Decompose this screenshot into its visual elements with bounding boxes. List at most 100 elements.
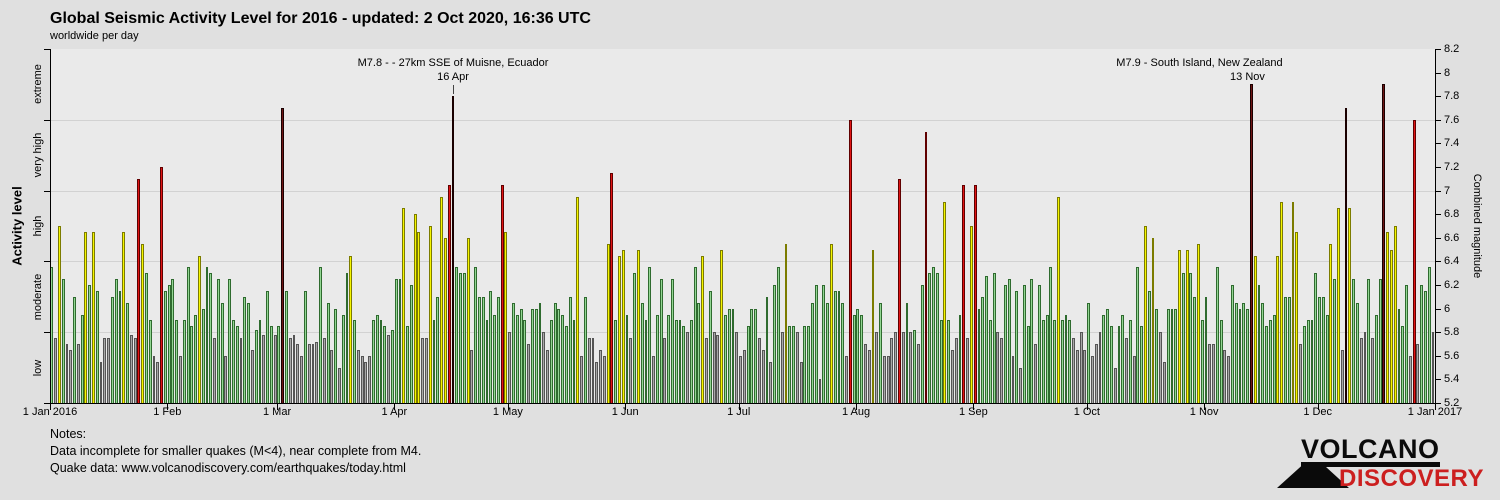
bar-day-181 <box>731 308 735 403</box>
bar-day-77 <box>337 367 341 403</box>
bar-day-310 <box>1219 320 1223 403</box>
bar-day-209 <box>837 290 841 403</box>
bar-day-214 <box>856 308 860 403</box>
bar-day-27 <box>148 320 152 403</box>
axis-tick <box>1435 190 1441 192</box>
bar-day-86 <box>372 320 375 403</box>
bar-day-161 <box>655 314 659 403</box>
bar-day-331 <box>1299 344 1303 403</box>
bar-day-30 <box>160 167 163 403</box>
bar-day-321 <box>1261 302 1265 403</box>
right-tick-label: 5.8 <box>1444 326 1460 339</box>
axis-tick <box>1435 237 1441 239</box>
bar-day-347 <box>1359 338 1363 403</box>
chart-title: Global Seismic Activity Level for 2016 -… <box>50 10 591 27</box>
bar-day-221 <box>882 355 886 403</box>
bar-day-127 <box>527 344 531 403</box>
bar-day-302 <box>1189 273 1193 403</box>
bar-day-259 <box>1026 326 1030 403</box>
bar-day-70 <box>311 344 315 403</box>
bar-day-253 <box>1004 285 1007 403</box>
bar-day-264 <box>1045 314 1049 403</box>
bar-day-150 <box>614 320 618 403</box>
bar-day-338 <box>1325 314 1329 403</box>
bar-day-159 <box>648 267 652 403</box>
bar-day-9 <box>80 314 84 403</box>
bar-day-363 <box>1420 285 1424 403</box>
bar-day-100 <box>425 338 428 403</box>
bar-day-120 <box>500 184 504 403</box>
bar-day-14 <box>99 361 103 403</box>
bar-day-31 <box>163 290 167 403</box>
bar-day-194 <box>780 332 784 403</box>
bar-day-65 <box>292 334 296 403</box>
bar-day-213 <box>852 314 856 403</box>
bar-day-94 <box>402 208 406 403</box>
bar-day-129 <box>534 308 538 403</box>
bar-day-169 <box>686 332 689 403</box>
bar-day-275 <box>1087 302 1091 403</box>
bar-day-232 <box>924 131 928 403</box>
bar-day-64 <box>288 338 292 403</box>
bar-day-44 <box>213 338 216 403</box>
bar-day-336 <box>1318 296 1321 403</box>
axis-tick <box>50 403 51 410</box>
bar-day-224 <box>894 332 898 403</box>
bar-day-50 <box>235 326 239 403</box>
axis-tick <box>738 403 740 410</box>
bar-day-82 <box>356 349 360 403</box>
bar-day-225 <box>898 178 901 403</box>
logo-text-volcano: VOLCANO <box>1301 436 1440 467</box>
bar-day-175 <box>708 290 712 403</box>
bar-day-179 <box>723 314 727 403</box>
bar-day-276 <box>1091 355 1094 403</box>
bar-day-212 <box>848 119 852 403</box>
bar-day-238 <box>947 320 951 403</box>
bar-day-126 <box>523 320 527 403</box>
bar-day-12 <box>92 231 95 403</box>
right-tick-label: 7.6 <box>1444 113 1460 126</box>
activity-level-label-moderate: moderate <box>32 273 44 321</box>
bar-day-217 <box>867 349 871 403</box>
bar-day-147 <box>602 355 606 403</box>
x-tick-label: 1 Jan 2017 <box>1407 406 1463 418</box>
axis-tick <box>625 403 627 410</box>
bar-day-200 <box>803 326 807 403</box>
bar-day-155 <box>633 273 637 403</box>
bar-day-83 <box>360 355 364 403</box>
bar-day-291 <box>1147 290 1151 403</box>
bar-day-325 <box>1276 255 1280 403</box>
bar-day-75 <box>330 349 334 403</box>
bar-day-356 <box>1393 226 1397 403</box>
bar-day-137 <box>565 326 568 403</box>
bar-day-158 <box>644 320 648 403</box>
bar-day-52 <box>243 296 247 403</box>
bar-day-8 <box>76 344 80 403</box>
bar-day-37 <box>186 267 190 403</box>
bar-day-5 <box>65 344 69 403</box>
bar-day-326 <box>1280 202 1284 403</box>
bar-day-180 <box>727 308 731 403</box>
axis-tick <box>1435 355 1441 357</box>
bar-day-105 <box>443 237 447 403</box>
right-tick-label: 7.4 <box>1444 137 1460 150</box>
axis-tick <box>1317 403 1319 410</box>
bar-day-98 <box>417 231 421 403</box>
bar-day-312 <box>1227 355 1231 403</box>
bar-day-76 <box>334 308 338 403</box>
bar-day-305 <box>1200 320 1204 403</box>
bar-day-342 <box>1340 349 1344 403</box>
bar-day-22 <box>129 334 133 403</box>
bar-day-205 <box>822 285 826 403</box>
bar-day-227 <box>905 302 909 403</box>
bar-day-87 <box>375 314 379 403</box>
activity-level-label-extreme: extreme <box>32 64 44 105</box>
bar-day-119 <box>496 296 500 403</box>
bar-day-189 <box>761 349 765 403</box>
bar-day-143 <box>587 338 591 403</box>
gridline <box>50 261 1435 263</box>
logo-text-discovery: DISCOVERY <box>1339 465 1484 492</box>
bar-day-226 <box>901 332 905 403</box>
bar-day-255 <box>1011 355 1015 403</box>
bar-day-19 <box>118 290 122 403</box>
